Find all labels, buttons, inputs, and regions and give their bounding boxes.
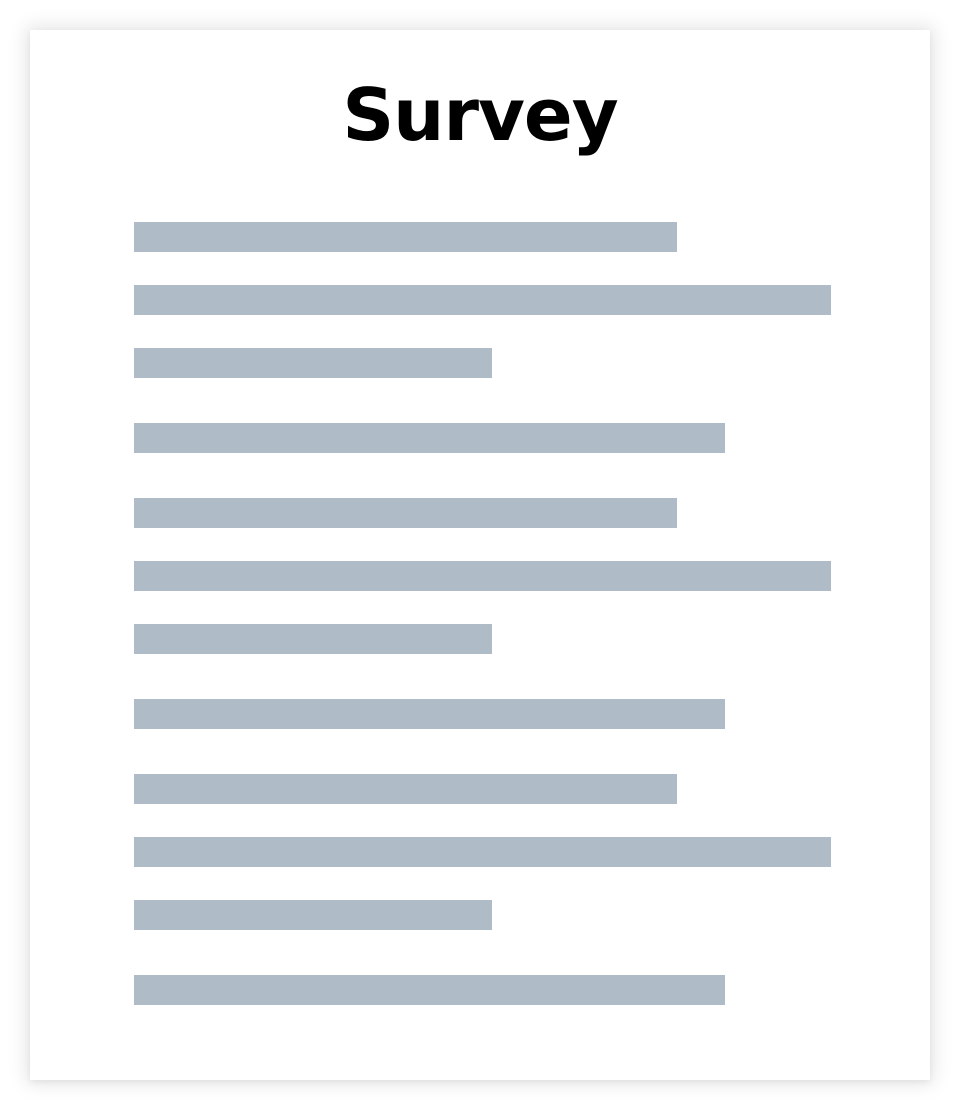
placeholder-text-line	[134, 498, 677, 528]
placeholder-text-line	[134, 285, 831, 315]
placeholder-text-line	[134, 774, 677, 804]
placeholder-text-line	[134, 900, 492, 930]
placeholder-text-line	[134, 222, 677, 252]
placeholder-text-line	[134, 837, 831, 867]
placeholder-text-line	[134, 423, 725, 453]
placeholder-text-line	[134, 561, 831, 591]
placeholder-text-line	[134, 699, 725, 729]
survey-page: Survey	[30, 30, 930, 1080]
placeholder-text-line	[134, 348, 492, 378]
placeholder-text-line	[134, 975, 725, 1005]
placeholder-text-line	[134, 624, 492, 654]
page-title: Survey	[342, 73, 618, 157]
